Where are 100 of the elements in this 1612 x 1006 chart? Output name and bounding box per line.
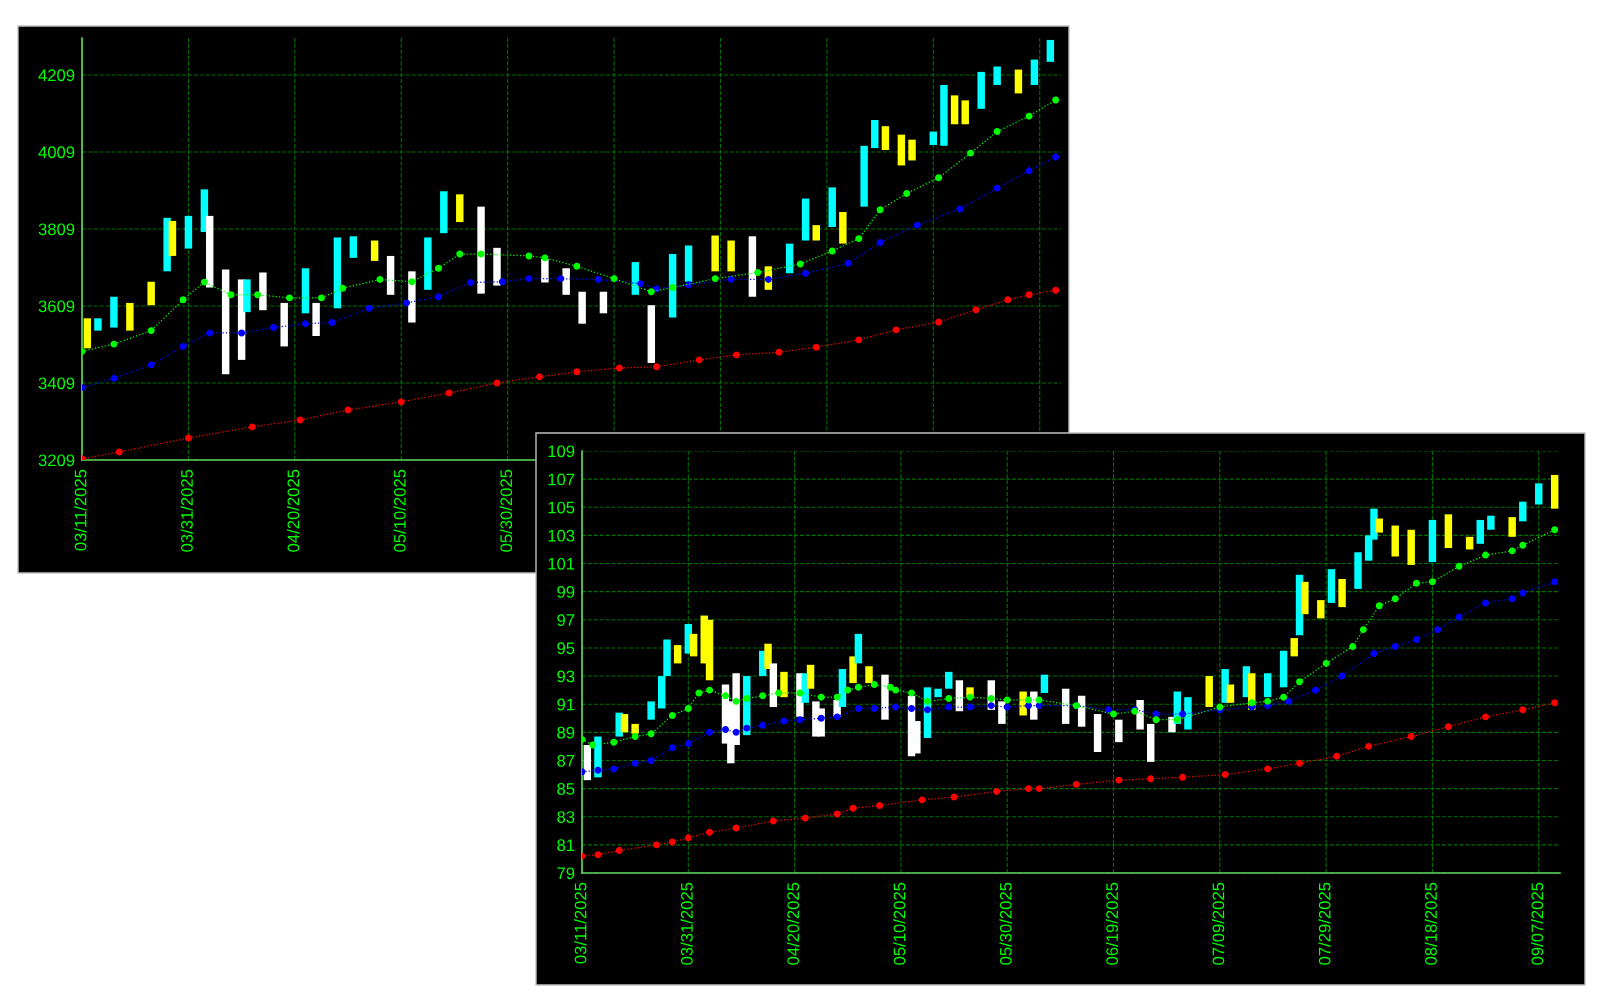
candlestick <box>780 671 788 698</box>
point <box>695 356 703 364</box>
point <box>775 689 783 697</box>
point <box>594 766 602 774</box>
candlestick <box>1508 517 1516 537</box>
point <box>525 275 533 283</box>
point <box>759 692 767 700</box>
point <box>631 759 639 767</box>
candlestick <box>456 194 464 223</box>
candlestick <box>897 134 906 166</box>
point <box>1296 759 1304 767</box>
candlestick <box>950 95 959 125</box>
point <box>376 275 384 283</box>
candlestick <box>934 688 942 698</box>
x-tick-label: 09/07/2025 <box>1530 882 1544 965</box>
y-tick-label: 81 <box>557 839 575 852</box>
candlestick <box>620 714 629 733</box>
y-tick-label: 4009 <box>38 146 75 159</box>
y-tick-label: 3409 <box>38 377 75 390</box>
point <box>1052 96 1060 104</box>
candlestick <box>1354 552 1362 589</box>
point <box>956 205 964 213</box>
point <box>706 686 714 694</box>
point <box>1221 771 1229 779</box>
point <box>967 149 975 157</box>
point <box>615 364 623 372</box>
x-tick-label: 03/11/2025 <box>74 469 87 551</box>
point <box>669 284 677 291</box>
point <box>286 294 293 302</box>
y-tick-label: 83 <box>557 811 575 823</box>
candlestick <box>977 71 985 109</box>
point <box>759 721 767 729</box>
point <box>722 692 729 700</box>
point <box>732 824 740 832</box>
point <box>594 275 602 283</box>
y-tick-label: 103 <box>548 529 575 542</box>
point <box>557 275 565 283</box>
candlestick <box>1147 723 1155 762</box>
point <box>987 702 995 710</box>
point <box>1025 702 1032 710</box>
candlestick <box>1040 674 1049 693</box>
point <box>647 730 655 738</box>
point <box>1115 776 1123 784</box>
candlestick <box>727 240 735 272</box>
point <box>1104 706 1112 714</box>
point <box>1173 716 1181 724</box>
point <box>855 235 863 243</box>
point <box>1482 599 1490 607</box>
candlestick <box>849 656 857 684</box>
point <box>924 697 931 705</box>
x-tick-label: 03/31/2025 <box>180 469 193 552</box>
point <box>1248 699 1256 707</box>
candlestick <box>940 84 948 146</box>
candlestick <box>1046 39 1055 62</box>
candlestick <box>424 237 432 290</box>
point <box>876 802 884 809</box>
candlestick <box>440 191 448 234</box>
candlestick <box>812 225 820 241</box>
candlestick <box>386 255 395 295</box>
point <box>498 278 506 286</box>
point <box>1359 626 1367 634</box>
point <box>966 693 974 701</box>
point <box>828 247 836 255</box>
candlestick <box>828 187 836 228</box>
point <box>200 278 208 286</box>
point <box>1551 578 1559 586</box>
candlestick <box>126 302 134 331</box>
point <box>110 340 118 348</box>
point <box>594 851 602 859</box>
point <box>631 733 639 741</box>
point <box>743 695 751 703</box>
candlestick <box>94 318 102 331</box>
candlestick <box>860 145 868 207</box>
point <box>722 726 729 733</box>
point <box>573 262 581 270</box>
point <box>1338 672 1346 680</box>
point <box>1551 526 1559 534</box>
point <box>993 787 1001 795</box>
y-tick-label: 93 <box>557 670 575 683</box>
candlestick <box>1290 638 1298 657</box>
point <box>615 847 623 854</box>
point <box>684 704 692 712</box>
candlestick <box>839 212 847 244</box>
point <box>1035 696 1043 704</box>
point <box>1285 697 1293 705</box>
point <box>780 717 788 725</box>
candlestick <box>205 215 214 288</box>
point <box>147 361 155 369</box>
point <box>706 728 714 736</box>
candlestick <box>854 633 863 664</box>
point <box>1004 296 1012 304</box>
point <box>924 706 931 714</box>
point <box>1333 752 1341 760</box>
point <box>801 814 809 822</box>
candlestick <box>1338 579 1346 608</box>
point <box>668 744 676 752</box>
point <box>301 320 309 328</box>
point <box>833 713 841 721</box>
point <box>445 389 453 397</box>
point <box>1035 785 1043 793</box>
